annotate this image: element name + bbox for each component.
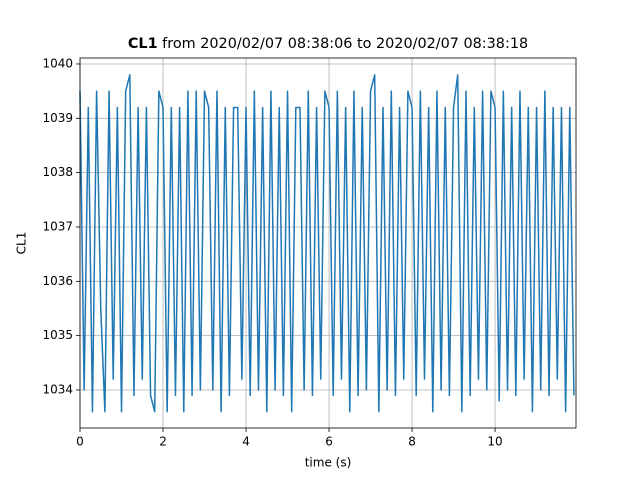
y-tick-label: 1038 — [42, 165, 73, 179]
axes-frame — [79, 57, 577, 429]
chart-title: CL1 from 2020/02/07 08:38:06 to 2020/02/… — [128, 36, 528, 52]
data-line — [79, 74, 575, 413]
x-tick-label: 4 — [242, 435, 250, 449]
y-tick-label: 1039 — [42, 111, 73, 125]
x-tick-label: 0 — [76, 435, 84, 449]
x-tick-label: 8 — [408, 435, 416, 449]
y-axis-label: CL1 — [15, 232, 29, 255]
x-tick-label: 6 — [325, 435, 333, 449]
title-rest: from 2020/02/07 08:38:06 to 2020/02/07 0… — [162, 36, 528, 52]
y-tick-label: 1034 — [42, 382, 73, 396]
title-bold: CL1 — [128, 36, 158, 52]
x-tick-label: 2 — [159, 435, 167, 449]
x-tick-label: 10 — [487, 435, 502, 449]
x-axis-label: time (s) — [305, 456, 352, 470]
plot — [79, 74, 575, 413]
y-tick-label: 1040 — [42, 56, 73, 70]
y-tick-label: 1037 — [42, 219, 73, 233]
y-tick-label: 1035 — [42, 328, 73, 342]
y-tick-label: 1036 — [42, 274, 73, 288]
